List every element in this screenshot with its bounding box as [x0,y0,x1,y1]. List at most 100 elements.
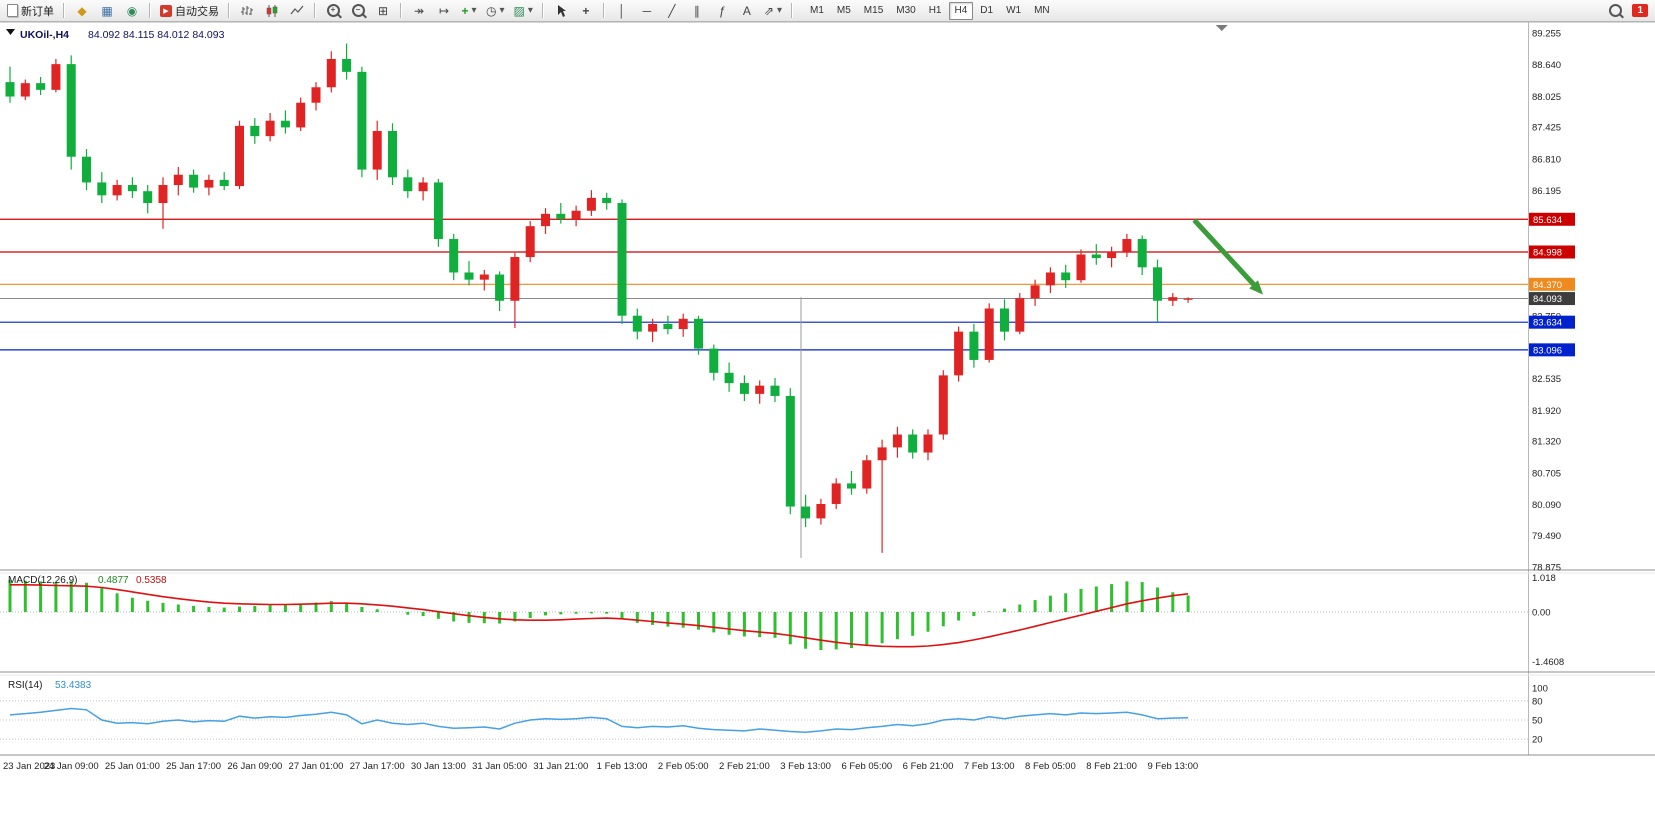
candlestick-chart-button[interactable] [260,1,284,21]
zoom-in-button[interactable]: + [321,1,345,21]
candle [388,123,397,186]
macd-axis-label: -1.4608 [1532,657,1564,668]
navigator-button[interactable]: ◉ [120,1,144,21]
navigator-icon: ◉ [126,3,138,18]
market-watch-icon: ▦ [101,3,113,18]
toolbar-separator [228,3,230,18]
new-chart-button[interactable]: ◆ [70,1,94,21]
time-axis-label: 30 Jan 13:00 [411,761,466,772]
search-button[interactable] [1603,1,1627,21]
candle [847,471,856,495]
candle [709,344,719,381]
price-tag-84.370: 84.370 [1529,277,1575,291]
candle [694,315,703,355]
auto-scroll-button[interactable]: ↠ [407,1,431,21]
price-axis-label: 86.810 [1532,154,1561,165]
periods-button[interactable]: ◷ ▾ [482,1,509,21]
crosshair-icon: + [582,3,590,18]
chart-plot-area[interactable] [0,23,1528,569]
zoom-out-button[interactable]: − [346,1,370,21]
timeframe-m30[interactable]: M30 [896,5,916,16]
market-watch-button[interactable]: ▦ [95,1,119,21]
template-snapshot-button[interactable]: ▨ ▾ [510,1,537,21]
symbol-dropdown-icon[interactable] [6,29,15,35]
svg-text:84.370: 84.370 [1533,280,1562,291]
timeframe-mn[interactable]: MN [1034,5,1050,16]
candle [816,498,826,525]
candle [280,110,290,134]
timeframe-h1[interactable]: H1 [928,5,942,16]
bar-chart-button[interactable] [235,1,259,21]
price-axis-label: 86.195 [1532,186,1561,197]
candle [1045,267,1055,294]
time-axis-label: 27 Jan 01:00 [289,761,344,772]
rsi-axis-label: 100 [1532,684,1548,695]
candle [602,192,612,210]
line-chart-button[interactable] [285,1,309,21]
time-axis-label: 26 Jan 09:00 [227,761,282,772]
timeframe-m5[interactable]: M5 [836,5,851,16]
candle [984,303,994,363]
candle [954,326,964,382]
new-chart-icon: ◆ [77,3,87,18]
candle [127,177,137,198]
candle [571,205,581,227]
timeframe-m15[interactable]: M15 [863,5,884,16]
timeframe-w1[interactable]: W1 [1006,5,1022,16]
time-axis-label: 2 Feb 21:00 [719,761,770,772]
candle [938,370,948,440]
candle [342,43,352,80]
symbol-header: UKOil-,H4 [20,29,69,41]
candle [418,177,428,201]
trendline-button[interactable]: ╱ [660,1,684,21]
price-axis-label: 82.535 [1532,374,1561,385]
candle [1137,235,1147,276]
time-axis-label: 25 Jan 17:00 [166,761,221,772]
chart-shift-button[interactable]: ↦ [432,1,456,21]
price-tag-84.998: 84.998 [1529,245,1575,259]
tile-windows-button[interactable]: ⊞ [371,1,395,21]
candle [158,177,168,229]
price-axis-label: 89.255 [1532,29,1561,40]
horizontal-line-icon: ─ [642,3,652,18]
zoom-out-icon: − [351,4,365,17]
candle [20,79,30,101]
candle [66,55,76,170]
price-axis-label: 80.090 [1532,500,1561,511]
snapshot-icon: ▨ [513,3,525,18]
candle [1183,297,1193,303]
channel-button[interactable]: ∥ [685,1,709,21]
cursor-button[interactable] [549,1,573,21]
notification-badge[interactable]: 1 [1632,4,1648,17]
time-axis-label: 31 Jan 21:00 [533,761,588,772]
price-axis[interactable]: 89.25588.64088.02587.42586.81086.19583.7… [1529,29,1575,574]
svg-text:85.634: 85.634 [1533,215,1562,226]
timeframe-m1[interactable]: M1 [809,5,824,16]
trend-arrow-object[interactable] [1192,218,1264,295]
indicators-button[interactable]: + ▾ [457,1,481,21]
crosshair-button[interactable]: + [574,1,598,21]
time-axis-label: 23 Jan 2023 [3,761,55,772]
horizontal-line-button[interactable]: ─ [635,1,659,21]
fibonacci-button[interactable]: ƒ [710,1,734,21]
auto-trading-button[interactable]: ▶ 自动交易 [156,1,223,21]
candle [5,66,15,103]
trendline-icon: ╱ [668,3,676,18]
price-tag-83.096: 83.096 [1529,343,1575,357]
shift-marker-icon[interactable] [1215,25,1228,31]
candle [877,439,887,553]
indicators-plus-icon: + [461,3,469,18]
toolbar-separator [314,3,316,18]
timeframe-h4[interactable]: H4 [948,1,974,20]
timeframe-d1[interactable]: D1 [980,5,994,16]
auto-trading-label: 自动交易 [175,5,219,18]
new-order-button[interactable]: 新订单 [3,1,58,21]
arrows-tool-button[interactable]: ⇗ ▾ [760,1,786,21]
macd-value-main: 0.4877 [98,575,129,586]
text-tool-button[interactable]: A [735,1,759,21]
candle [755,380,765,404]
candle [250,118,260,144]
vertical-line-button[interactable]: │ [610,1,634,21]
candle [479,269,489,291]
